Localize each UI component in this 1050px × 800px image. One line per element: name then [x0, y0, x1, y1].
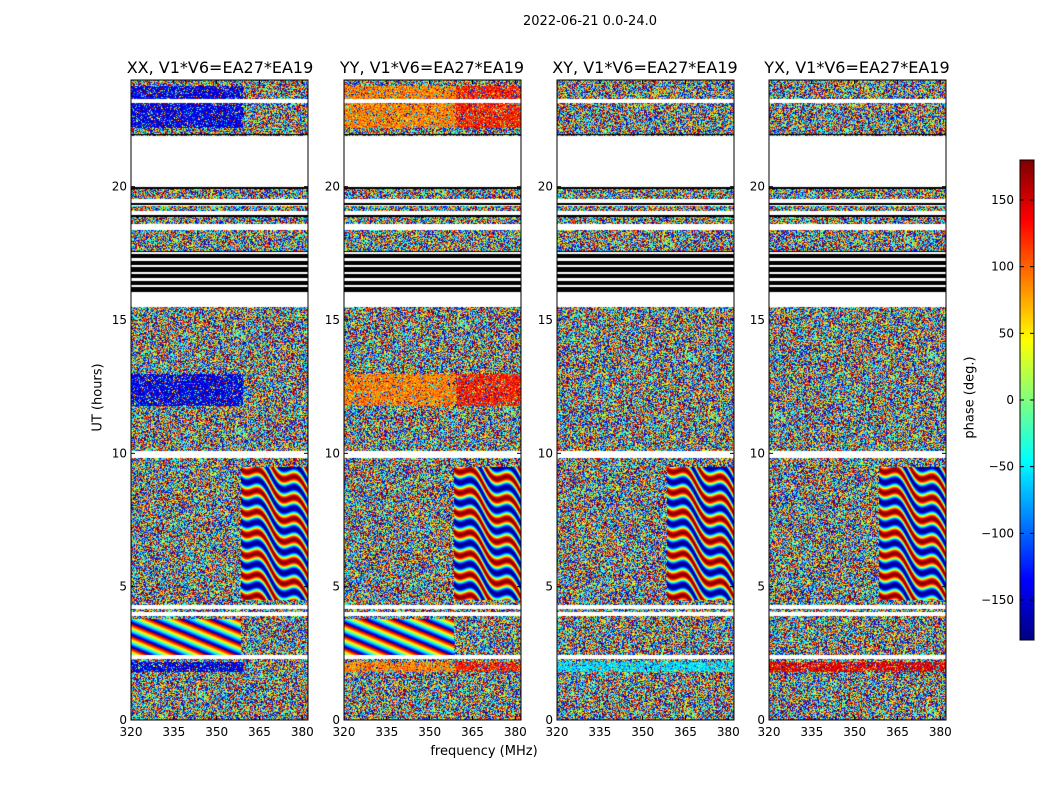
x-tick-label-yx-2: 350 — [843, 725, 866, 739]
y-tick-label-yx-4: 20 — [750, 180, 765, 194]
panel-title-yx: YX, V1*V6=EA27*EA19 — [764, 58, 950, 77]
y-tick-label-yy-4: 20 — [325, 180, 340, 194]
colorbar-tick-label-0: 150 — [991, 193, 1014, 207]
y-tick-label-xy-4: 20 — [538, 180, 553, 194]
axes-frame-xy — [556, 79, 735, 721]
panel-yy: 320 335 350 365 380 0 5 10 15 20 — [325, 79, 527, 739]
x-tick-label-yy-0: 320 — [333, 725, 356, 739]
y-tick-label-xx-4: 20 — [112, 180, 127, 194]
y-tick-label-yy-2: 10 — [325, 446, 340, 460]
panel-xy: 320 335 350 365 380 0 5 10 15 20 — [538, 79, 740, 739]
y-tick-label-yx-0: 0 — [757, 713, 765, 727]
y-tick-label-yx-2: 10 — [750, 446, 765, 460]
heatmap-xx — [131, 80, 308, 720]
x-tick-label-yy-4: 380 — [504, 725, 527, 739]
panel-yx: 320 335 350 365 380 0 5 10 15 20 — [750, 79, 952, 739]
x-axis-label: frequency (MHz) — [430, 744, 538, 759]
x-tick-label-xx-3: 365 — [248, 725, 271, 739]
x-tick-label-xx-4: 380 — [291, 725, 314, 739]
x-tick-label-yy-3: 365 — [461, 725, 484, 739]
x-tick-label-yy-2: 350 — [418, 725, 441, 739]
axes-frame-xx — [130, 79, 309, 721]
y-tick-label-xx-3: 15 — [112, 313, 127, 327]
heatmap-yy — [344, 80, 521, 720]
y-tick-label-xx-1: 5 — [119, 580, 127, 594]
colorbar-tick-label-6: −150 — [981, 593, 1014, 607]
x-tick-label-xy-3: 365 — [674, 725, 697, 739]
colorbar-tick-label-5: −100 — [981, 526, 1014, 540]
colorbar-label: phase (deg.) — [962, 356, 978, 439]
y-tick-label-xy-1: 5 — [545, 580, 553, 594]
heatmap-yx — [769, 80, 946, 720]
x-tick-label-xy-0: 320 — [546, 725, 569, 739]
y-tick-label-yy-3: 15 — [325, 313, 340, 327]
y-tick-label-xy-3: 15 — [538, 313, 553, 327]
x-tick-label-xy-1: 335 — [588, 725, 611, 739]
colorbar-tick-label-2: 50 — [999, 326, 1014, 340]
axes-frame-yx — [768, 79, 947, 721]
x-tick-label-yx-1: 335 — [800, 725, 823, 739]
heatmap-xy — [557, 80, 734, 720]
x-tick-label-xx-2: 350 — [205, 725, 228, 739]
colorbar: 150 100 50 0 −50 −100 −150 — [981, 159, 1035, 641]
x-tick-label-yx-3: 365 — [886, 725, 909, 739]
colorbar-tick-label-4: −50 — [989, 460, 1014, 474]
y-tick-label-yy-1: 5 — [332, 580, 340, 594]
panels-group: 320 335 350 365 380 0 5 10 15 20 320 335 350 365 380 0 5… — [112, 79, 952, 739]
y-tick-label-xx-0: 0 — [119, 713, 127, 727]
x-tick-label-xx-0: 320 — [120, 725, 143, 739]
colorbar-tick-label-3: 0 — [1006, 393, 1014, 407]
panel-title-yy: YY, V1*V6=EA27*EA19 — [339, 58, 525, 77]
panel-title-xx: XX, V1*V6=EA27*EA19 — [126, 58, 314, 77]
y-tick-label-yx-3: 15 — [750, 313, 765, 327]
y-tick-label-xx-2: 10 — [112, 446, 127, 460]
colorbar-gradient — [1020, 160, 1034, 640]
y-tick-label-yy-0: 0 — [332, 713, 340, 727]
panel-xx: 320 335 350 365 380 0 5 10 15 20 — [112, 79, 314, 739]
figure-title: 2022-06-21 0.0-24.0 — [523, 14, 657, 29]
y-tick-label-xy-2: 10 — [538, 446, 553, 460]
panel-title-xy: XY, V1*V6=EA27*EA19 — [552, 58, 738, 77]
y-tick-label-yx-1: 5 — [757, 580, 765, 594]
axes-frame-yy — [343, 79, 522, 721]
x-tick-label-xx-1: 335 — [162, 725, 185, 739]
x-tick-label-xy-4: 380 — [717, 725, 740, 739]
x-tick-label-yy-1: 335 — [375, 725, 398, 739]
x-tick-label-yx-4: 380 — [929, 725, 952, 739]
x-tick-label-yx-0: 320 — [758, 725, 781, 739]
y-tick-label-xy-0: 0 — [545, 713, 553, 727]
colorbar-tick-label-1: 100 — [991, 260, 1014, 274]
y-axis-label: UT (hours) — [90, 363, 106, 432]
x-tick-label-xy-2: 350 — [631, 725, 654, 739]
